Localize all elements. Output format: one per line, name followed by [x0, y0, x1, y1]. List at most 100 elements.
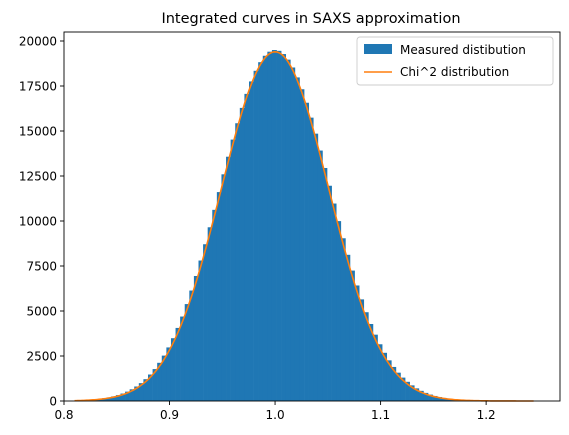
histogram-bar: [276, 50, 282, 401]
histogram-bar: [212, 209, 218, 401]
histogram-bar: [129, 389, 135, 401]
histogram-bar: [111, 396, 117, 401]
histogram-bar: [166, 347, 172, 401]
histogram-bar: [423, 392, 429, 401]
histogram-bar: [102, 398, 107, 401]
histogram-bars: [74, 50, 534, 402]
histogram-bar: [203, 244, 208, 401]
histogram-bar: [281, 54, 287, 402]
histogram-bar: [143, 379, 149, 401]
histogram-bar: [198, 260, 204, 401]
histogram-bar: [262, 55, 268, 401]
y-tick-label: 20000: [19, 34, 57, 48]
histogram-bar: [239, 107, 245, 402]
histogram-bar: [235, 123, 241, 402]
histogram-bar: [437, 397, 443, 401]
y-tick-label: 0: [49, 394, 57, 408]
histogram-bar: [161, 355, 167, 401]
y-tick-label: 7500: [26, 259, 57, 273]
histogram-bar: [299, 89, 305, 401]
x-tick-label: 1.2: [477, 408, 496, 422]
histogram-bar: [244, 93, 250, 401]
histogram-bar: [106, 397, 112, 401]
y-tick-label: 15000: [19, 124, 57, 138]
histogram-bar: [304, 102, 309, 402]
histogram-bar: [294, 77, 300, 402]
histogram-bar: [391, 366, 397, 401]
histogram-bar: [428, 394, 433, 401]
x-tick-label: 1.1: [371, 408, 390, 422]
histogram-bar: [400, 377, 406, 401]
histogram-bar: [290, 67, 296, 402]
histogram-bar: [405, 381, 410, 401]
histogram-bar: [359, 299, 365, 401]
histogram-bar: [180, 316, 186, 401]
histogram-bar: [322, 168, 328, 401]
histogram-bar: [249, 81, 254, 402]
y-tick-label: 12500: [19, 169, 57, 183]
histogram-bar: [432, 395, 438, 401]
histogram-bar: [170, 338, 176, 401]
histogram-bar: [349, 270, 355, 401]
histogram-bar: [226, 156, 231, 401]
y-tick-label: 17500: [19, 79, 57, 93]
histogram-bar: [313, 133, 319, 402]
histogram-bar: [336, 221, 342, 401]
legend-histogram-swatch: [364, 44, 392, 54]
histogram-bar: [386, 360, 392, 401]
histogram-bar: [134, 386, 140, 401]
histogram-bar: [395, 372, 401, 401]
histogram-bar: [125, 391, 130, 401]
histogram-bar: [441, 397, 447, 401]
histogram-bar: [418, 390, 424, 401]
histogram-bar: [258, 62, 264, 401]
histogram-bar: [382, 352, 388, 401]
histogram-bar: [148, 374, 153, 401]
y-tick-label: 2500: [26, 349, 57, 363]
histogram-bar: [120, 393, 126, 401]
histogram-bar: [152, 369, 158, 401]
legend-curve-label: Chi^2 distribution: [400, 65, 509, 79]
histogram-bar: [221, 174, 227, 401]
histogram-bar: [230, 139, 236, 401]
x-axis: 0.8 0.9 1.0 1.1 1.2: [54, 401, 496, 422]
plot-frame: [63, 31, 561, 402]
y-axis: 0 2500 5000 7500 10000 12500 15000 17500 20000: [19, 34, 64, 408]
histogram-bar: [372, 334, 378, 401]
histogram-bar: [157, 362, 163, 401]
legend-box: [356, 36, 554, 86]
histogram-bar: [189, 290, 195, 401]
chi2-curve: [74, 50, 534, 402]
y-tick-label: 5000: [26, 304, 57, 318]
histogram-bar: [368, 324, 374, 401]
histogram-bar: [317, 150, 323, 401]
histogram-bar: [308, 117, 314, 401]
histogram-bar: [184, 304, 190, 401]
histogram-bar: [363, 312, 369, 401]
legend: Measured distibution Chi^2 distribution: [356, 36, 554, 86]
histogram-bar: [345, 254, 351, 401]
legend-histogram-label: Measured distibution: [400, 43, 526, 57]
histogram-bar: [331, 203, 337, 401]
chart-title: Integrated curves in SAXS approximation: [161, 11, 460, 27]
histogram-bar: [354, 285, 360, 401]
y-tick-label: 10000: [19, 214, 57, 228]
x-tick-label: 0.8: [54, 408, 73, 422]
histogram-bar: [193, 276, 199, 401]
histogram-bar: [207, 227, 213, 401]
histogram-bar: [267, 51, 273, 401]
histogram-bar: [271, 50, 277, 401]
x-tick-label: 1.0: [266, 408, 285, 422]
histogram-bar: [340, 238, 346, 401]
histogram-bar: [115, 395, 121, 401]
histogram-bar: [285, 59, 291, 401]
histogram-bar: [377, 344, 383, 401]
histogram-bar: [175, 327, 181, 401]
histogram-bar: [216, 192, 222, 401]
histogram-bar: [138, 383, 144, 401]
histogram-bar: [253, 70, 259, 402]
histogram-bar: [409, 385, 415, 401]
histogram-bar: [327, 185, 332, 401]
x-tick-label: 0.9: [160, 408, 179, 422]
